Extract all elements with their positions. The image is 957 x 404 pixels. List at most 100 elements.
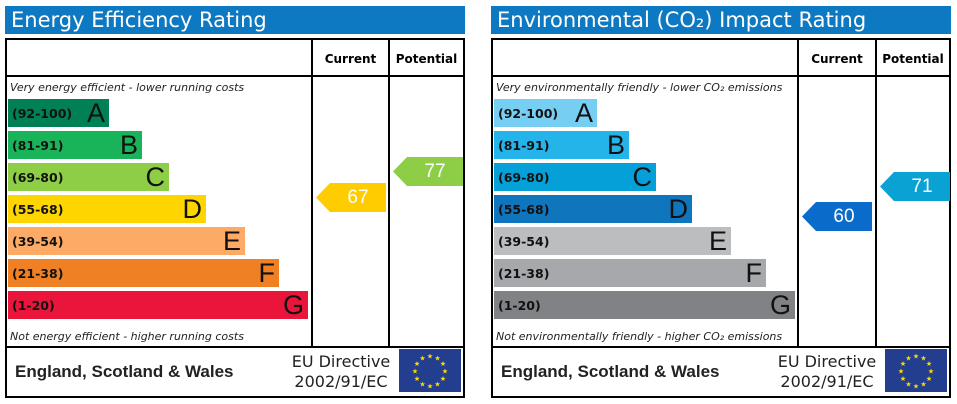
directive-line1: EU Directive [777,352,877,371]
svg-text:★: ★ [427,353,433,361]
svg-text:★: ★ [427,383,433,391]
band-range: (1-20) [12,298,55,313]
band-range: (69-80) [498,170,550,185]
band-letter: F [258,258,276,288]
eu-directive: EU Directive 2002/91/EC [289,352,393,392]
band-d: (55-68) D [8,194,206,224]
svg-text:★: ★ [434,355,440,363]
svg-text:★: ★ [913,353,919,361]
band-f: (21-38) F [8,258,279,288]
region-label: England, Scotland & Wales [15,362,234,381]
band-range: (92-100) [498,106,559,121]
svg-text:★: ★ [928,368,934,376]
column-divider [875,40,877,348]
band-c: (69-80) C [494,162,656,192]
band-c: (69-80) C [8,162,169,192]
svg-text:★: ★ [898,368,904,376]
arrow-shape [393,156,463,186]
band-range: (81-91) [12,138,64,153]
band-letter: E [708,226,727,256]
svg-text:★: ★ [434,380,440,388]
current-rating-arrow: 60 [802,201,872,231]
panel-title: Energy Efficiency Rating [5,6,465,34]
directive-line2: 2002/91/EC [780,372,874,391]
band-letter: C [632,162,653,192]
band-a: (92-100) A [494,98,597,128]
svg-text:★: ★ [440,360,446,368]
header-divider [493,75,949,77]
eu-directive: EU Directive 2002/91/EC [775,352,879,392]
bottom-note: Not environmentally friendly - higher CO… [496,330,783,343]
band-letter: E [222,226,241,256]
top-note: Very environmentally friendly - lower CO… [496,81,783,94]
svg-text:★: ★ [419,380,425,388]
band-range: (39-54) [498,234,550,249]
svg-text:★: ★ [926,360,932,368]
band-f: (21-38) F [494,258,766,288]
current-rating-value: 60 [833,205,855,227]
current-column-header: Current [324,52,377,66]
arrow-shape [880,172,950,202]
band-range: (92-100) [12,106,73,121]
band-g: (1-20) G [8,290,308,320]
band-letter: D [668,194,689,224]
current-rating-arrow: 67 [316,183,386,212]
svg-text:★: ★ [913,383,919,391]
band-range: (21-38) [12,266,64,281]
potential-rating-value: 71 [911,176,933,198]
band-range: (55-68) [12,202,64,217]
band-e: (39-54) E [8,226,245,256]
band-letter: A [86,98,105,128]
footer-divider [7,346,463,348]
svg-text:★: ★ [900,375,906,383]
band-a: (92-100) A [8,98,109,128]
band-d: (55-68) D [494,194,692,224]
band-range: (69-80) [12,170,64,185]
column-divider [797,40,799,348]
arrow-shape [316,183,386,212]
band-letter: G [282,290,304,320]
svg-text:★: ★ [442,368,448,376]
eu-flag-icon: ★ ★ ★ ★ ★ ★ ★ ★ ★ ★ ★ ★ [885,349,947,392]
band-letter: A [574,98,593,128]
footer-divider [493,346,949,348]
svg-text:★: ★ [920,355,926,363]
potential-rating-arrow: 71 [880,172,950,202]
rating-table: Current Potential Very environmentally f… [491,38,951,398]
arrow-shape [802,201,872,231]
top-note: Very energy efficient - lower running co… [10,81,245,94]
bottom-note: Not energy efficient - higher running co… [10,330,244,343]
band-g: (1-20) G [494,290,795,320]
band-b: (81-91) B [8,130,142,160]
svg-text:★: ★ [920,380,926,388]
directive-line2: 2002/91/EC [294,372,388,391]
band-range: (39-54) [12,234,64,249]
current-rating-value: 67 [347,187,369,208]
column-divider [311,40,313,348]
rating-table: Current Potential Very energy efficient … [5,38,465,398]
band-range: (1-20) [498,298,541,313]
band-letter: C [145,162,166,192]
potential-column-header: Potential [395,52,458,66]
svg-text:★: ★ [905,380,911,388]
region-label: England, Scotland & Wales [501,362,720,381]
band-letter: D [182,194,203,224]
current-column-header: Current [811,52,863,66]
band-letter: B [119,130,138,160]
directive-line1: EU Directive [291,352,391,371]
svg-text:★: ★ [905,355,911,363]
svg-text:★: ★ [414,375,420,383]
band-range: (55-68) [498,202,550,217]
svg-text:★: ★ [440,375,446,383]
potential-rating-value: 77 [424,160,446,182]
band-range: (21-38) [498,266,550,281]
band-letter: B [606,130,625,160]
svg-text:★: ★ [900,360,906,368]
potential-column-header: Potential [882,52,944,66]
svg-text:★: ★ [414,360,420,368]
column-divider [388,40,390,348]
band-b: (81-91) B [494,130,629,160]
band-e: (39-54) E [494,226,731,256]
energy-efficiency-panel: Energy Efficiency Rating Current Potenti… [0,0,470,404]
band-range: (81-91) [498,138,550,153]
